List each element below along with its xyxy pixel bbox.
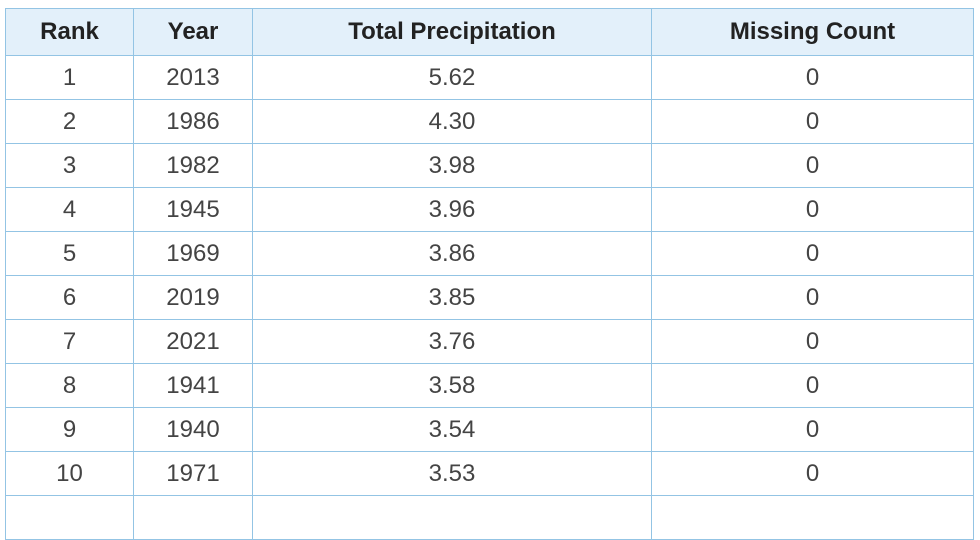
table-row: 9 1940 3.54 0 — [5, 407, 974, 452]
table-cell: 1 — [5, 55, 134, 100]
table-cell: 3.53 — [252, 451, 652, 496]
table-row: 6 2019 3.85 0 — [5, 275, 974, 320]
table-cell: 5.62 — [252, 55, 652, 100]
table-cell: 0 — [651, 99, 974, 144]
table-cell: 3.76 — [252, 319, 652, 364]
table-row: 1 2013 5.62 0 — [5, 55, 974, 100]
table-cell: 0 — [651, 187, 974, 232]
table-row: 5 1969 3.86 0 — [5, 231, 974, 276]
table-body: 1 2013 5.62 0 2 1986 4.30 0 3 1982 3.98 0 4 1945 3.96 0… — [5, 55, 974, 540]
table-cell: 7 — [5, 319, 134, 364]
table-row: 7 2021 3.76 0 — [5, 319, 974, 364]
precipitation-table: Rank Year Total Precipitation Missing Count… — [5, 8, 974, 540]
table-cell: 9 — [5, 407, 134, 452]
table-cell: 0 — [651, 55, 974, 100]
table-cell: 3.96 — [252, 187, 652, 232]
header-row: Rank Year Total Precipitation Missing Count — [5, 8, 974, 56]
table-row: 8 1941 3.58 0 — [5, 363, 974, 408]
table-cell: 0 — [651, 231, 974, 276]
column-header: Missing Count — [651, 8, 974, 56]
table-header: Rank Year Total Precipitation Missing Count — [5, 8, 974, 56]
table-cell: 2019 — [133, 275, 253, 320]
table-cell: 3.54 — [252, 407, 652, 452]
table-cell: 1941 — [133, 363, 253, 408]
table-cell: 4 — [5, 187, 134, 232]
table-cell: 6 — [5, 275, 134, 320]
table-cell: 1969 — [133, 231, 253, 276]
table-row: 10 1971 3.53 0 — [5, 451, 974, 496]
table-cell: 1986 — [133, 99, 253, 144]
column-header: Rank — [5, 8, 134, 56]
empty-cell — [133, 495, 253, 540]
table-cell: 1945 — [133, 187, 253, 232]
column-header: Total Precipitation — [252, 8, 652, 56]
table-cell: 3 — [5, 143, 134, 188]
table-cell: 3.86 — [252, 231, 652, 276]
table-cell: 2 — [5, 99, 134, 144]
table-cell: 0 — [651, 319, 974, 364]
table-cell: 3.58 — [252, 363, 652, 408]
table-row: 4 1945 3.96 0 — [5, 187, 974, 232]
table-cell: 3.85 — [252, 275, 652, 320]
empty-cell — [5, 495, 134, 540]
table-cell: 0 — [651, 143, 974, 188]
table-cell: 0 — [651, 363, 974, 408]
column-header: Year — [133, 8, 253, 56]
table-cell: 1971 — [133, 451, 253, 496]
table-cell: 8 — [5, 363, 134, 408]
table-cell: 0 — [651, 275, 974, 320]
table-cell: 3.98 — [252, 143, 652, 188]
table-cell: 0 — [651, 407, 974, 452]
table-row — [5, 495, 974, 540]
table-cell: 1940 — [133, 407, 253, 452]
table-cell: 5 — [5, 231, 134, 276]
table-cell: 1982 — [133, 143, 253, 188]
table-cell: 10 — [5, 451, 134, 496]
page: Rank Year Total Precipitation Missing Count… — [5, 8, 974, 540]
table-row: 3 1982 3.98 0 — [5, 143, 974, 188]
table-cell: 2013 — [133, 55, 253, 100]
table-cell: 4.30 — [252, 99, 652, 144]
empty-cell — [252, 495, 652, 540]
table-cell: 2021 — [133, 319, 253, 364]
empty-cell — [651, 495, 974, 540]
table-row: 2 1986 4.30 0 — [5, 99, 974, 144]
table-cell: 0 — [651, 451, 974, 496]
